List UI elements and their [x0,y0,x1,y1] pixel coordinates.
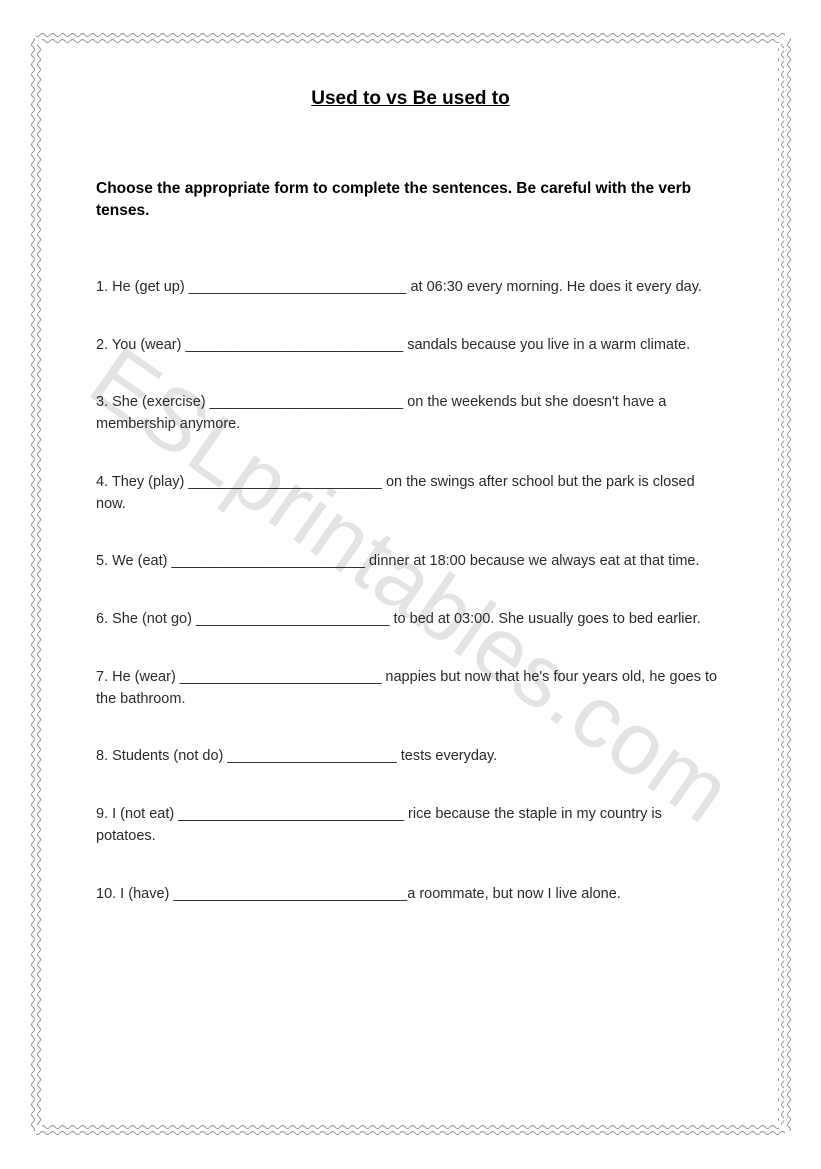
question-item: 4. They (play) ________________________ … [96,472,725,516]
question-item: 6. She (not go) ________________________… [96,609,725,631]
page-title: Used to vs Be used to [96,88,725,110]
questions-list: 1. He (get up) _________________________… [96,277,725,906]
content-inner: Used to vs Be used to Choose the appropr… [96,88,725,905]
content-area: Used to vs Be used to Choose the appropr… [38,38,783,905]
question-item: 8. Students (not do) ___________________… [96,746,725,768]
question-item: 9. I (not eat) _________________________… [96,804,725,848]
question-item: 5. We (eat) ________________________ din… [96,551,725,573]
question-item: 3. She (exercise) ______________________… [96,392,725,436]
question-item: 10. I (have) ___________________________… [96,884,725,906]
instructions-text: Choose the appropriate form to complete … [96,178,725,223]
question-item: 7. He (wear) _________________________ n… [96,667,725,711]
question-item: 2. You (wear) __________________________… [96,335,725,357]
question-item: 1. He (get up) _________________________… [96,277,725,299]
worksheet-page: ESLprintables.com Used to vs Be used to … [0,0,821,1169]
